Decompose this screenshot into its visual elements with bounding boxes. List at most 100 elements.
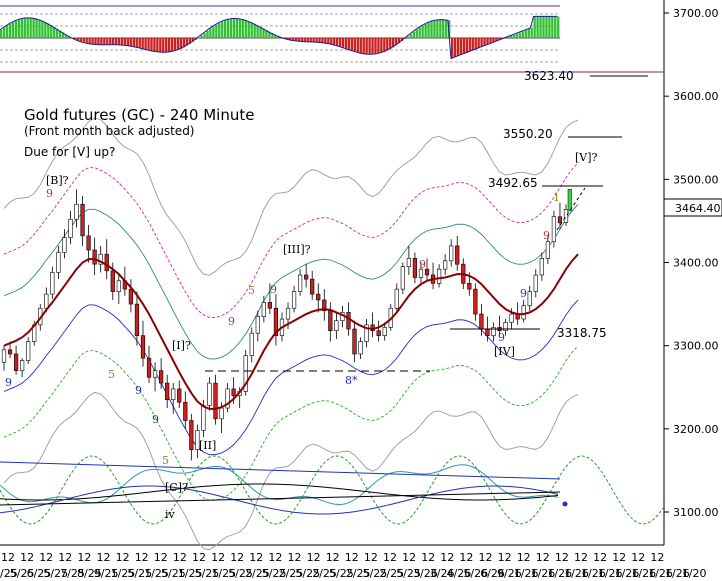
chart-note: Due for [V] up? xyxy=(24,145,115,159)
histogram-bar xyxy=(462,38,466,54)
histogram-bar xyxy=(229,18,233,38)
x-tick-label-bottom: 5/25 xyxy=(161,567,186,580)
candle-body xyxy=(20,360,25,371)
histogram-bar xyxy=(58,30,62,38)
histogram-bar xyxy=(14,20,18,38)
histogram-bar xyxy=(38,19,41,38)
candle-body xyxy=(104,253,109,272)
histogram-bar xyxy=(238,18,242,38)
histogram-bar xyxy=(453,38,457,58)
x-tick-label-bottom: 5/25 xyxy=(43,567,68,580)
histogram-bar xyxy=(215,24,218,38)
candle-body xyxy=(134,303,140,336)
candle-body xyxy=(62,237,67,253)
histogram-bar xyxy=(445,19,448,38)
candle-body xyxy=(436,268,442,284)
outer-band-upper xyxy=(3,117,579,276)
x-tick-label-top: 12 xyxy=(39,551,53,564)
last-price-box xyxy=(663,198,722,217)
histogram-bar xyxy=(474,38,477,50)
x-tick-label-bottom: 7/25 xyxy=(60,567,85,580)
x-tick-label-bottom: 1/25 xyxy=(144,567,169,580)
histogram-bar xyxy=(412,31,415,38)
x-tick-label-top: 12 xyxy=(135,551,149,564)
histogram-bar xyxy=(368,38,371,55)
candle-body xyxy=(13,353,19,371)
histogram-bar xyxy=(23,18,26,38)
x-tick-label-bottom: 1/26 xyxy=(531,567,556,580)
candle-body xyxy=(159,370,164,384)
histogram-bar xyxy=(100,38,103,45)
x-tick-label-top: 12 xyxy=(650,551,664,564)
count-label: 9 xyxy=(46,187,53,200)
x-tick-label-top: 12 xyxy=(459,551,473,564)
candle-body xyxy=(128,288,134,305)
candle-body xyxy=(545,241,550,259)
histogram-bar xyxy=(509,35,513,38)
candle-body xyxy=(195,430,200,450)
candle-body xyxy=(249,332,254,356)
y-tick-label: 3500.00 xyxy=(673,173,719,186)
count-label: 5 xyxy=(162,454,169,467)
histogram-bar xyxy=(147,38,150,50)
candle-body xyxy=(7,349,13,355)
x-tick-label-top: 12 xyxy=(517,551,531,564)
histogram-bar xyxy=(371,38,374,55)
y-tick-label: 3600.00 xyxy=(673,90,719,103)
histogram-bar xyxy=(506,36,510,38)
histogram-bar xyxy=(153,38,156,52)
x-tick-label-bottom: 1/26 xyxy=(598,567,623,580)
candle-body xyxy=(563,208,569,223)
histogram-bar xyxy=(389,38,392,50)
histogram-bar xyxy=(436,19,439,38)
candle-body xyxy=(291,291,297,309)
histogram-bar xyxy=(103,38,106,45)
histogram-bar xyxy=(294,38,298,41)
histogram-bar xyxy=(179,38,183,49)
histogram-bar xyxy=(132,38,135,47)
wave-label-B: [B]? xyxy=(46,174,69,187)
histogram-bar xyxy=(524,30,527,38)
histogram-bar xyxy=(285,38,289,40)
candle-body xyxy=(521,305,526,320)
histogram-bar xyxy=(188,38,191,44)
moving-average xyxy=(3,253,579,410)
candle-body xyxy=(44,293,49,309)
level-label-3550: 3550.20 xyxy=(503,127,553,141)
count-label: 9 xyxy=(543,229,550,242)
count-label: 9 xyxy=(520,287,527,300)
histogram-bar xyxy=(109,38,112,45)
x-tick-label-top: 12 xyxy=(77,551,91,564)
histogram-bar xyxy=(521,31,525,38)
level-label-3623: 3623.40 xyxy=(524,69,574,83)
histogram-bar xyxy=(421,25,424,38)
x-tick-label-bottom: 9/26 xyxy=(497,567,522,580)
x-tick-label-bottom: 1/26 xyxy=(547,567,572,580)
y-axis: 3100.00 3200.00 3300.00 3400.00 3500.00 3600.… xyxy=(664,7,719,519)
histogram-bar xyxy=(259,26,262,38)
candle-body xyxy=(231,388,236,396)
histogram-bar xyxy=(548,16,551,38)
candle-body xyxy=(364,324,369,342)
cycle-marker xyxy=(562,501,568,507)
histogram-bar xyxy=(79,38,82,42)
x-tick-label-bottom: 4/26 xyxy=(447,567,472,580)
histogram-bar xyxy=(557,16,560,38)
candle-body xyxy=(261,302,266,317)
candle-body xyxy=(201,405,206,431)
candle-body xyxy=(243,355,248,392)
histogram-bar xyxy=(483,38,486,46)
candle-body xyxy=(86,235,91,251)
histogram-bar xyxy=(297,38,301,42)
histogram-bar xyxy=(61,32,65,38)
current-bar xyxy=(567,189,572,212)
histogram-bar xyxy=(394,38,398,46)
histogram-bar xyxy=(47,23,50,38)
candle-body xyxy=(479,313,484,330)
histogram-bar xyxy=(471,38,474,51)
candle-body xyxy=(152,370,158,378)
candle-body xyxy=(189,420,194,450)
x-tick-label-bottom: 3/26 xyxy=(413,567,438,580)
candle-body xyxy=(376,330,381,336)
histogram-bar xyxy=(209,28,212,38)
